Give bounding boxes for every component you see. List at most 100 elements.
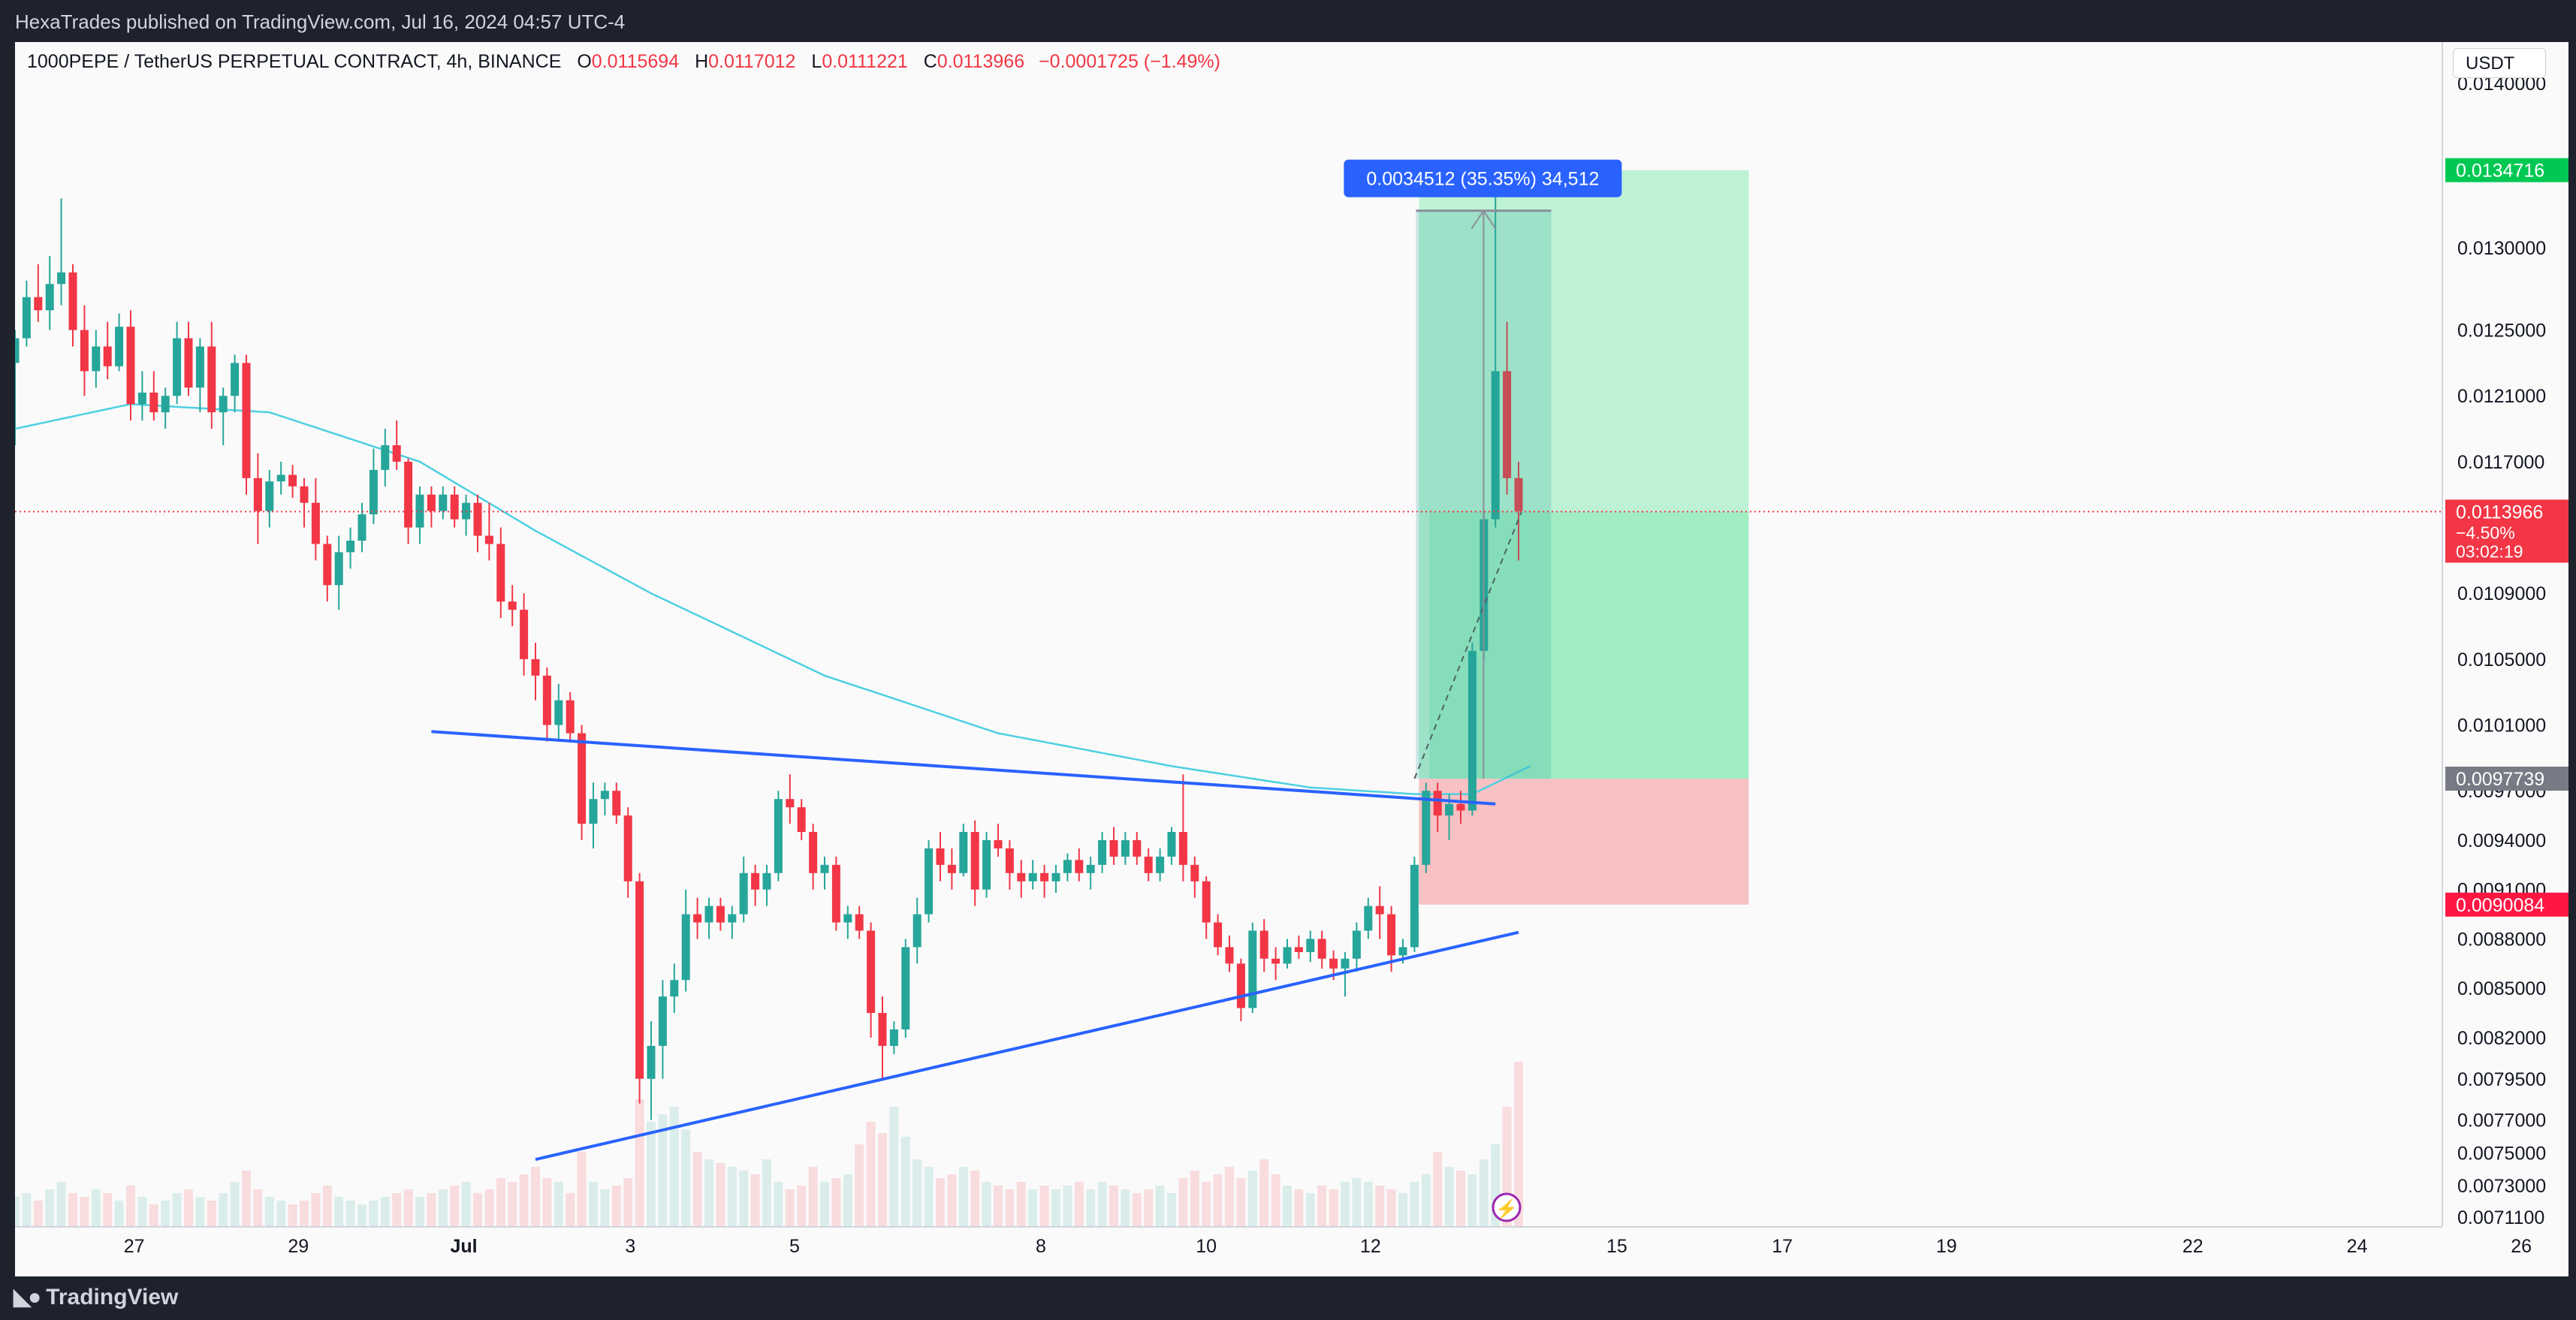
time-tick-label: 15 [1606, 1236, 1627, 1257]
volume-bar [1202, 1182, 1211, 1227]
candle-body [1503, 371, 1512, 478]
price-tick-label: 0.0101000 [2457, 716, 2546, 737]
candle-body [936, 848, 945, 865]
volume-bar [912, 1159, 922, 1227]
volume-bar [855, 1144, 864, 1227]
entry-price-tag-value: 0.0097739 [2456, 769, 2544, 790]
volume-bar [611, 1186, 621, 1227]
current-price-tag-extra: −4.50% [2456, 523, 2515, 542]
candle-body [542, 675, 551, 725]
volume-bar [91, 1189, 101, 1227]
time-tick-label: 26 [2511, 1236, 2532, 1257]
volume-bar [22, 1193, 32, 1227]
volume-bar [820, 1182, 829, 1227]
candlesticks [11, 182, 1523, 1120]
candle-body [219, 396, 228, 413]
trendlines[interactable] [431, 730, 1519, 1162]
candle-body [173, 338, 182, 396]
volume-bar [1121, 1189, 1130, 1227]
volume-bar [750, 1174, 760, 1227]
time-tick-label: 29 [288, 1236, 309, 1257]
volume-bar [300, 1201, 309, 1227]
volume-bar [843, 1174, 852, 1227]
candle-body [1364, 906, 1373, 931]
time-tick-label: 8 [1036, 1236, 1046, 1257]
time-axis[interactable]: 2729Jul358101215171922242629 [124, 1236, 2568, 1257]
candle-body [739, 872, 748, 915]
candle-body [600, 791, 609, 800]
volume-bar [380, 1197, 390, 1227]
volume-bar [554, 1182, 563, 1227]
volume-bar [1097, 1182, 1107, 1227]
time-tick-label: 19 [1936, 1236, 1957, 1257]
candle-body [1202, 881, 1211, 923]
current-price-tag-extra: 03:02:19 [2456, 541, 2523, 561]
volume-bar [1213, 1174, 1223, 1227]
volume-bar [1167, 1193, 1176, 1227]
volume-bar [230, 1182, 240, 1227]
candle-body [1491, 371, 1500, 520]
candle-body [531, 658, 540, 676]
candle-body [45, 284, 54, 311]
volume-bar [577, 1152, 587, 1227]
candle-body [1236, 963, 1245, 1008]
candle-body [612, 791, 621, 816]
volume-bar [958, 1167, 968, 1227]
volume-bar [542, 1178, 552, 1227]
volume-bar [1398, 1193, 1407, 1227]
time-tick-label: 17 [1772, 1236, 1793, 1257]
candle-body [1294, 947, 1303, 952]
candle-body [137, 392, 146, 405]
price-tick-label: 0.0130000 [2457, 238, 2546, 259]
candle-body [623, 815, 632, 882]
volume-bar [219, 1193, 228, 1227]
candle-body [381, 445, 390, 470]
tradingview-brand[interactable]: ◣● TradingView [14, 1284, 178, 1310]
volume-bar [1329, 1189, 1338, 1227]
measure-tool[interactable]: 0.0034512 (35.35%) 34,512 [1344, 159, 1622, 779]
volume-bars [11, 1062, 1523, 1227]
high-value: 0.0117012 [708, 51, 796, 72]
replay-button[interactable]: ⚡ [1492, 1192, 1522, 1222]
candle-body [195, 346, 204, 388]
volume-bar [288, 1204, 297, 1227]
volume-bar [878, 1133, 887, 1227]
publish-text: HexaTrades published on TradingView.com,… [15, 11, 626, 33]
candle-body [1156, 856, 1165, 873]
chart-area[interactable]: 0.0034512 (35.35%) 34,512 0.0140000 0.013… [11, 42, 2568, 1276]
price-tick-label: 0.0094000 [2457, 830, 2546, 851]
candle-body [11, 338, 20, 363]
volume-bar [774, 1182, 783, 1227]
currency-button[interactable]: USDT [2453, 48, 2546, 78]
volume-bar [1456, 1171, 1465, 1227]
candle-body [334, 552, 343, 586]
volume-bar [808, 1167, 818, 1227]
volume-bar [566, 1193, 575, 1227]
candle-body [496, 544, 505, 602]
price-chart[interactable]: 0.0034512 (35.35%) 34,512 0.01400000.013… [11, 42, 2568, 1276]
candle-body [1456, 803, 1465, 811]
price-axis[interactable]: 0.01400000.01300000.01250000.01210000.01… [2457, 74, 2546, 1228]
measure-label-box [1344, 159, 1622, 197]
volume-bar [785, 1189, 795, 1227]
candle-body [693, 914, 702, 923]
trendline [431, 730, 1496, 806]
candle-body [1410, 864, 1419, 948]
volume-bar [1144, 1189, 1154, 1227]
time-tick-label: 24 [2347, 1236, 2368, 1257]
volume-bar [797, 1186, 807, 1227]
candle-body [68, 272, 77, 330]
volume-bar [461, 1182, 471, 1227]
volume-bar [647, 1122, 656, 1227]
candle-body [762, 872, 771, 890]
candle-body [1051, 872, 1060, 882]
volume-bar [195, 1197, 205, 1227]
candle-body [901, 947, 910, 1029]
volume-bar [1444, 1167, 1454, 1227]
time-tick-label: Jul [450, 1236, 477, 1257]
volume-bar [970, 1171, 980, 1227]
candle-body [1121, 839, 1130, 857]
candle-body [554, 700, 563, 725]
candle-body [415, 494, 424, 528]
footer-bar: ◣● TradingView [0, 1276, 2576, 1320]
